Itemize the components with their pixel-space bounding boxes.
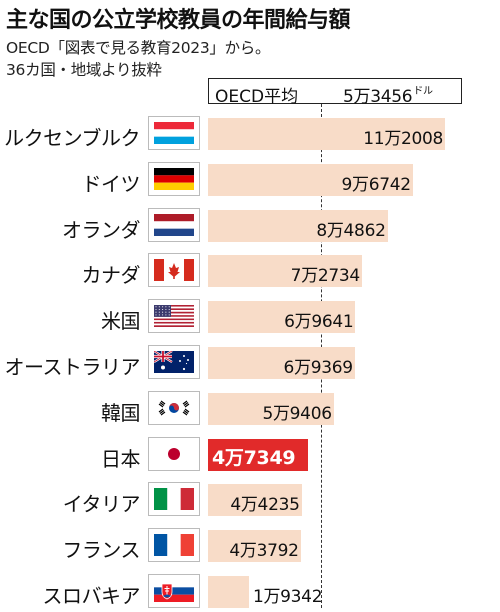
country-label: ドイツ bbox=[81, 171, 141, 196]
salary-bar bbox=[208, 255, 362, 288]
country-label: イタリア bbox=[62, 492, 141, 517]
oecd-average-label-box: OECD平均 5万3456ドル bbox=[208, 78, 462, 107]
salary-bar bbox=[208, 438, 309, 471]
bar-row: カナダ 7万2734 bbox=[0, 251, 500, 291]
bar-row: オランダ 8万4862 bbox=[0, 206, 500, 246]
salary-value-label: 7万2734 bbox=[290, 266, 361, 287]
country-label: スロバキア bbox=[42, 584, 141, 608]
bar-row: オーストラリア 6万9369 bbox=[0, 343, 500, 383]
chart-title: 主な国の公立学校教員の年間給与額 bbox=[6, 8, 351, 33]
salary-bar bbox=[208, 576, 249, 608]
salary-value-label: 8万4862 bbox=[316, 220, 386, 241]
bar-row: 米国 6万9641 bbox=[0, 297, 500, 337]
salary-value-label: 6万9369 bbox=[283, 358, 354, 378]
bar-row: ルクセンブルク 11万2008 bbox=[0, 114, 500, 154]
country-label: 韓国 bbox=[101, 400, 141, 425]
canada-flag bbox=[148, 253, 200, 288]
country-label: オーストラリア bbox=[4, 355, 141, 379]
salary-value-label: 5万9406 bbox=[262, 403, 332, 424]
australia-flag bbox=[148, 345, 200, 379]
country-label: 日本 bbox=[101, 446, 141, 471]
country-label: オランダ bbox=[62, 217, 141, 242]
oecd-average-number: 5万3456 bbox=[343, 87, 413, 107]
salary-bar bbox=[208, 484, 302, 517]
slovakia-flag bbox=[148, 574, 200, 608]
bar-row: フランス 4万3792 bbox=[0, 526, 500, 566]
bar-row: スロバキア 1万9342 bbox=[0, 572, 500, 612]
oecd-average-unit: ドル bbox=[413, 86, 433, 97]
salary-bar bbox=[208, 163, 413, 196]
salary-bar bbox=[208, 530, 301, 563]
south-korea-flag bbox=[148, 390, 200, 425]
salary-bar bbox=[208, 118, 446, 150]
salary-value-label: 9万6742 bbox=[341, 174, 411, 195]
germany-flag bbox=[148, 161, 200, 196]
salary-value-label: 6万9641 bbox=[284, 312, 354, 333]
oecd-average-label: OECD平均 bbox=[215, 87, 299, 107]
salary-value-label: 1万9342 bbox=[252, 587, 323, 607]
bar-row: ドイツ 9万6742 bbox=[0, 160, 500, 200]
netherlands-flag bbox=[148, 207, 200, 242]
source-note: OECD「図表で見る教育2023」から。 bbox=[6, 39, 271, 57]
salary-value-label: 4万4235 bbox=[230, 495, 300, 516]
luxembourg-flag bbox=[148, 116, 200, 150]
bar-row: 韓国 5万9406 bbox=[0, 389, 500, 429]
salary-value-label: 4万3792 bbox=[229, 541, 299, 562]
italy-flag bbox=[148, 482, 200, 517]
country-label: フランス bbox=[62, 538, 140, 563]
usa-flag bbox=[148, 299, 200, 334]
salary-value-label: 11万2008 bbox=[363, 129, 444, 149]
salary-bar bbox=[208, 347, 355, 379]
salary-value-label: 4万7349 bbox=[212, 446, 296, 469]
country-label: 米国 bbox=[101, 309, 141, 334]
salary-bar bbox=[208, 392, 334, 425]
country-label: カナダ bbox=[81, 263, 141, 288]
salary-bar bbox=[208, 301, 356, 334]
country-label: ルクセンブルク bbox=[4, 126, 140, 150]
japan-flag bbox=[148, 436, 200, 471]
bar-row: イタリア 4万4235 bbox=[0, 480, 500, 520]
selection-note: 36カ国・地域より抜粋 bbox=[6, 61, 162, 79]
oecd-average-value: 5万3456ドル bbox=[343, 82, 433, 107]
bar-row: 日本 4万7349 bbox=[0, 435, 500, 475]
france-flag bbox=[148, 528, 200, 563]
salary-bar bbox=[208, 209, 388, 242]
